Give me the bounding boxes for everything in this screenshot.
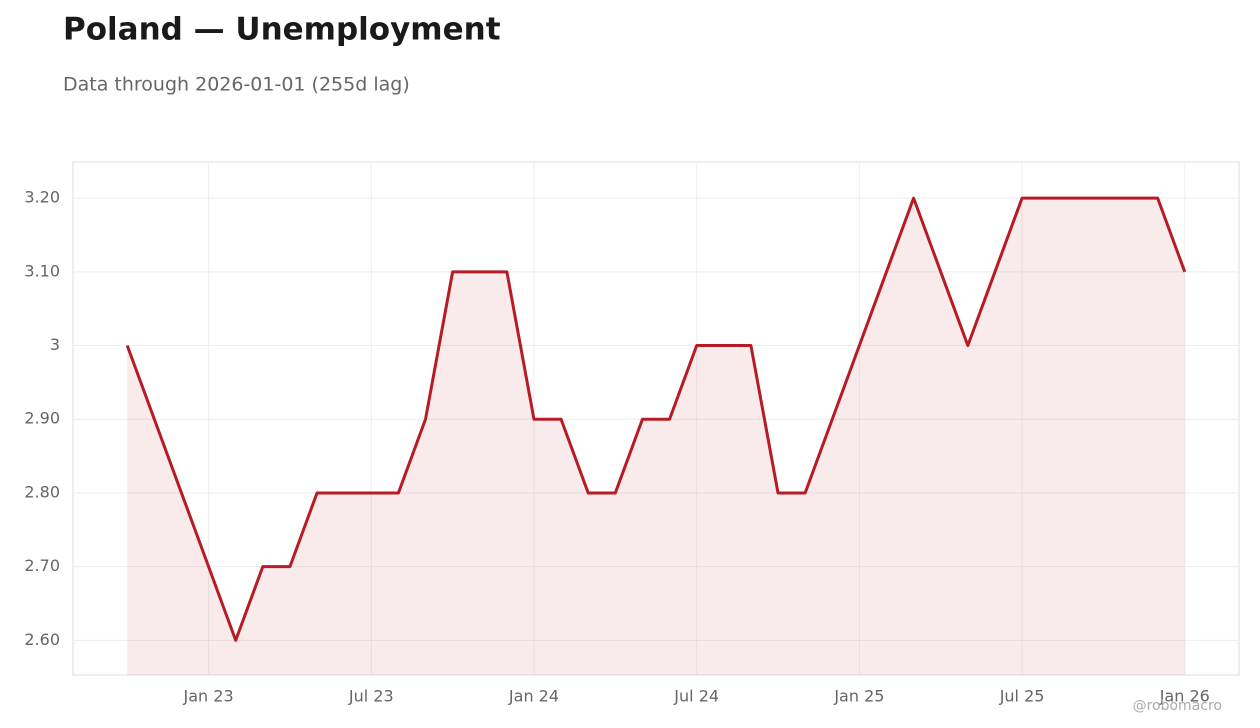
y-tick-label: 2.60 <box>24 630 60 649</box>
line <box>125 196 1187 642</box>
chart-title: Poland — Unemployment <box>63 12 501 48</box>
area <box>127 198 1185 675</box>
y-tick-label: 2.80 <box>24 482 60 501</box>
x-tick-label: Jul 24 <box>673 687 719 706</box>
x-tick-label: Jul 25 <box>999 687 1045 706</box>
y-tick-label: 3 <box>50 335 60 354</box>
y-tick-label: 2.70 <box>24 556 60 575</box>
watermark: @robomacro <box>1133 698 1222 714</box>
plot-frame <box>72 161 1240 676</box>
x-tick-label: Jan 24 <box>508 687 559 706</box>
x-tick-label: Jan 23 <box>183 687 234 706</box>
y-tick-label: 2.90 <box>24 409 60 428</box>
x-tick-label: Jan 26 <box>1159 687 1210 706</box>
chart-subtitle: Data through 2026-01-01 (255d lag) <box>63 74 410 96</box>
y-tick-label: 3.20 <box>24 188 60 207</box>
x-tick-label: Jul 23 <box>348 687 394 706</box>
y-tick-label: 3.10 <box>24 261 60 280</box>
x-tick-label: Jan 25 <box>833 687 884 706</box>
